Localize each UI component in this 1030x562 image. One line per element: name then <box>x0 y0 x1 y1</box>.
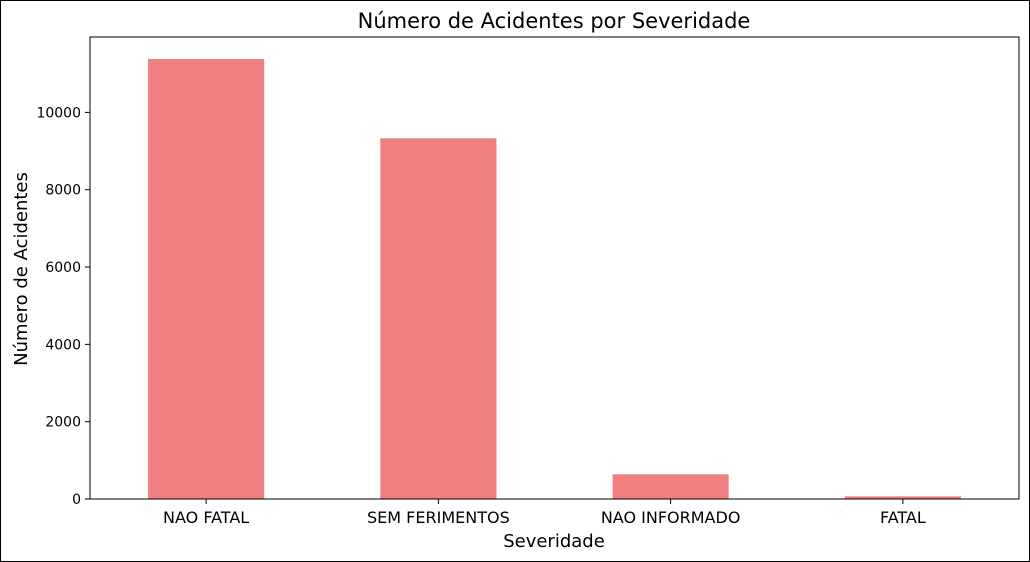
chart-title: Número de Acidentes por Severidade <box>358 9 751 33</box>
y-axis-ticks: 0 2000 4000 6000 8000 10000 <box>36 105 90 508</box>
y-tick-label: 2000 <box>45 415 81 431</box>
y-tick-label: 4000 <box>45 337 81 353</box>
x-axis-label: Severidade <box>503 531 605 552</box>
bars-group <box>148 59 961 500</box>
bar-nao-fatal <box>148 59 265 499</box>
bar-sem-ferimentos <box>380 138 497 500</box>
bar-nao-informado <box>612 474 729 499</box>
y-tick-label: 10000 <box>36 105 81 121</box>
plot-frame <box>89 36 1020 500</box>
x-axis-ticks: NAO FATAL SEM FERIMENTOS NAO INFORMADO FATA… <box>163 499 926 527</box>
x-tick-label: NAO INFORMADO <box>601 508 741 527</box>
x-tick-label: FATAL <box>880 508 926 527</box>
plot-area: 0 2000 4000 6000 8000 10000 NAO FATAL SEM FERI… <box>36 36 1020 527</box>
bar-fatal <box>844 496 961 499</box>
y-tick-label: 8000 <box>45 183 81 199</box>
x-tick-label: SEM FERIMENTOS <box>367 508 510 527</box>
y-axis-label: Número de Acidentes <box>11 172 32 366</box>
y-tick-label: 0 <box>72 492 81 508</box>
x-tick-label: NAO FATAL <box>163 508 249 527</box>
y-tick-label: 6000 <box>45 260 81 276</box>
